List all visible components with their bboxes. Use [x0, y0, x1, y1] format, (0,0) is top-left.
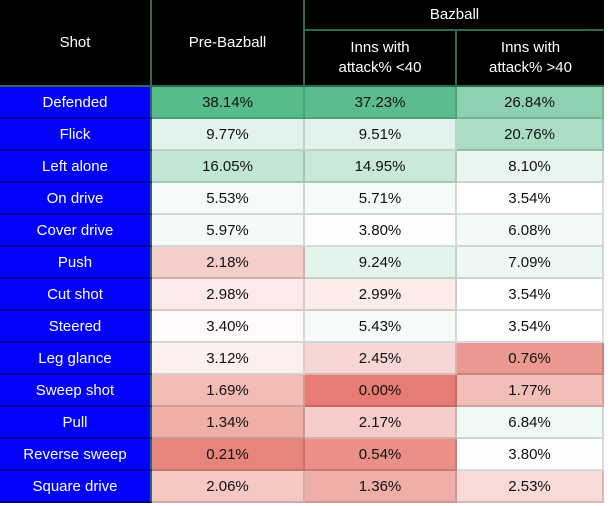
- heatmap-cell: 38.14%: [152, 87, 305, 119]
- heatmap-cell: 6.08%: [457, 215, 605, 247]
- heatmap-cell: 9.77%: [152, 119, 305, 151]
- heatmap-cell: 5.71%: [305, 183, 457, 215]
- heatmap-cell: 8.10%: [457, 151, 605, 183]
- col-header-attack-gt40: Inns with attack% >40: [457, 31, 605, 87]
- shot-row-label: Reverse sweep: [0, 439, 152, 471]
- shot-row-label: Defended: [0, 87, 152, 119]
- col-header-attack-gt40-line2: attack% >40: [489, 59, 572, 76]
- heatmap-cell: 37.23%: [305, 87, 457, 119]
- heatmap-cell: 2.06%: [152, 471, 305, 503]
- heatmap-cell: 3.54%: [457, 279, 605, 311]
- shot-row-label: Push: [0, 247, 152, 279]
- heatmap-cell: 3.80%: [305, 215, 457, 247]
- heatmap-cell: 5.53%: [152, 183, 305, 215]
- heatmap-cell: 1.69%: [152, 375, 305, 407]
- shot-row-label: Left alone: [0, 151, 152, 183]
- heatmap-cell: 14.95%: [305, 151, 457, 183]
- heatmap-cell: 2.99%: [305, 279, 457, 311]
- col-header-pre-bazball: Pre-Bazball: [152, 0, 305, 87]
- heatmap-cell: 26.84%: [457, 87, 605, 119]
- shot-row-label: Cut shot: [0, 279, 152, 311]
- heatmap-cell: 2.18%: [152, 247, 305, 279]
- col-header-attack-gt40-line1: Inns with: [500, 39, 561, 56]
- table-row: Defended 38.14% 37.23% 26.84%: [0, 87, 605, 119]
- shot-row-label: Square drive: [0, 471, 152, 503]
- table-row: Square drive 2.06% 1.36% 2.53%: [0, 471, 605, 503]
- table-row: Left alone 16.05% 14.95% 8.10%: [0, 151, 605, 183]
- heatmap-cell: 7.09%: [457, 247, 605, 279]
- heatmap-cell: 3.80%: [457, 439, 605, 471]
- shot-row-label: Cover drive: [0, 215, 152, 247]
- shot-row-label: Sweep shot: [0, 375, 152, 407]
- heatmap-cell: 9.24%: [305, 247, 457, 279]
- col-header-shot: Shot: [0, 0, 152, 87]
- table-row: Reverse sweep 0.21% 0.54% 3.80%: [0, 439, 605, 471]
- table-row: Flick 9.77% 9.51% 20.76%: [0, 119, 605, 151]
- shot-row-label: Steered: [0, 311, 152, 343]
- heatmap-cell: 2.17%: [305, 407, 457, 439]
- table-row: Pull 1.34% 2.17% 6.84%: [0, 407, 605, 439]
- shot-row-label: Leg glance: [0, 343, 152, 375]
- col-group-header-bazball: Bazball: [305, 0, 605, 31]
- heatmap-cell: 2.45%: [305, 343, 457, 375]
- heatmap-cell: 1.36%: [305, 471, 457, 503]
- heatmap-cell: 3.12%: [152, 343, 305, 375]
- table-row: On drive 5.53% 5.71% 3.54%: [0, 183, 605, 215]
- heatmap-cell: 2.53%: [457, 471, 605, 503]
- heatmap-cell: 3.54%: [457, 311, 605, 343]
- table-row: Sweep shot 1.69% 0.00% 1.77%: [0, 375, 605, 407]
- col-header-attack-lt40: Inns with attack% <40: [305, 31, 457, 87]
- heatmap-cell: 5.97%: [152, 215, 305, 247]
- shot-row-label: Pull: [0, 407, 152, 439]
- heatmap-cell: 3.40%: [152, 311, 305, 343]
- heatmap-cell: 0.21%: [152, 439, 305, 471]
- heatmap-cell: 20.76%: [457, 119, 605, 151]
- heatmap-cell: 3.54%: [457, 183, 605, 215]
- heatmap-cell: 16.05%: [152, 151, 305, 183]
- heatmap-cell: 6.84%: [457, 407, 605, 439]
- heatmap-cell: 0.76%: [457, 343, 605, 375]
- table-row: Cut shot 2.98% 2.99% 3.54%: [0, 279, 605, 311]
- col-header-attack-lt40-line2: attack% <40: [338, 59, 422, 76]
- table-row: Steered 3.40% 5.43% 3.54%: [0, 311, 605, 343]
- shot-row-label: Flick: [0, 119, 152, 151]
- table-row: Cover drive 5.97% 3.80% 6.08%: [0, 215, 605, 247]
- heatmap-cell: 1.77%: [457, 375, 605, 407]
- table-body: Defended 38.14% 37.23% 26.84% Flick 9.77% 9.51…: [0, 87, 605, 503]
- table-header: Shot Pre-Bazball Bazball Inns with attac…: [0, 0, 605, 87]
- table-row: Leg glance 3.12% 2.45% 0.76%: [0, 343, 605, 375]
- shot-row-label: On drive: [0, 183, 152, 215]
- heatmap-cell: 1.34%: [152, 407, 305, 439]
- heatmap-cell: 0.54%: [305, 439, 457, 471]
- heatmap-cell: 5.43%: [305, 311, 457, 343]
- col-header-attack-lt40-line1: Inns with: [350, 39, 410, 56]
- heatmap-cell: 9.51%: [305, 119, 457, 151]
- heatmap-cell: 0.00%: [305, 375, 457, 407]
- heatmap-cell: 2.98%: [152, 279, 305, 311]
- table-row: Push 2.18% 9.24% 7.09%: [0, 247, 605, 279]
